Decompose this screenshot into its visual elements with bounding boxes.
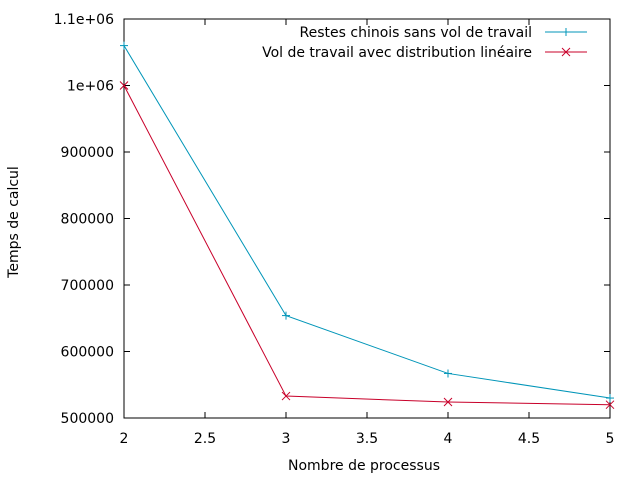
x-tick-label: 4: [444, 431, 453, 447]
data-point-series-2: [281, 391, 291, 401]
cross-marker-b: [561, 47, 571, 57]
data-point-series-2: [605, 400, 615, 410]
x-tick-label: 4.5: [518, 431, 540, 447]
y-tick-label: 1e+06: [67, 79, 114, 95]
data-point-series-1: [444, 369, 452, 378]
y-tick-label: 600000: [61, 345, 114, 361]
y-tick-label: 700000: [61, 278, 114, 294]
data-point-series-2: [443, 397, 453, 407]
x-tick-label: 3.5: [356, 431, 378, 447]
x-axis-label: Nombre de processus: [288, 458, 440, 474]
y-tick-label: 800000: [61, 212, 114, 228]
x-tick-label: 3: [282, 431, 291, 447]
cross-marker-b: [443, 397, 453, 407]
series-line-2: [123, 85, 611, 406]
ticks: 2 2.5 3 3.5 4 4.5 5 500000 600000 700000 800000 900…: [54, 12, 615, 447]
series-line-1: [123, 45, 611, 399]
data-point-series-1: [606, 394, 614, 403]
y-tick-label: 1.1e+06: [54, 12, 115, 28]
legend-label-series-2: Vol de travail avec distribution linéair…: [262, 45, 532, 61]
x-tick-label: 5: [606, 431, 615, 447]
cross-marker-b: [281, 391, 291, 401]
legend-marker-series-2: [561, 47, 571, 57]
series: [119, 41, 615, 410]
x-tick-label: 2.5: [194, 431, 216, 447]
data-point-series-1: [120, 41, 128, 50]
legend: Restes chinois sans vol de travail Vol de…: [262, 25, 587, 61]
plot-frame: [123, 18, 611, 419]
data-point-series-2: [119, 81, 129, 90]
x-tick-label: 2: [120, 431, 129, 447]
axes: [123, 18, 611, 419]
cross-marker-b: [605, 400, 615, 410]
legend-label-series-1: Restes chinois sans vol de travail: [300, 25, 532, 41]
legend-marker-series-1: [562, 28, 570, 36]
y-tick-label: 500000: [61, 411, 114, 427]
cross-marker-b: [119, 81, 129, 90]
y-tick-label: 900000: [61, 145, 114, 161]
data-point-series-1: [282, 311, 290, 320]
y-axis-label: Temps de calcul: [6, 166, 22, 279]
